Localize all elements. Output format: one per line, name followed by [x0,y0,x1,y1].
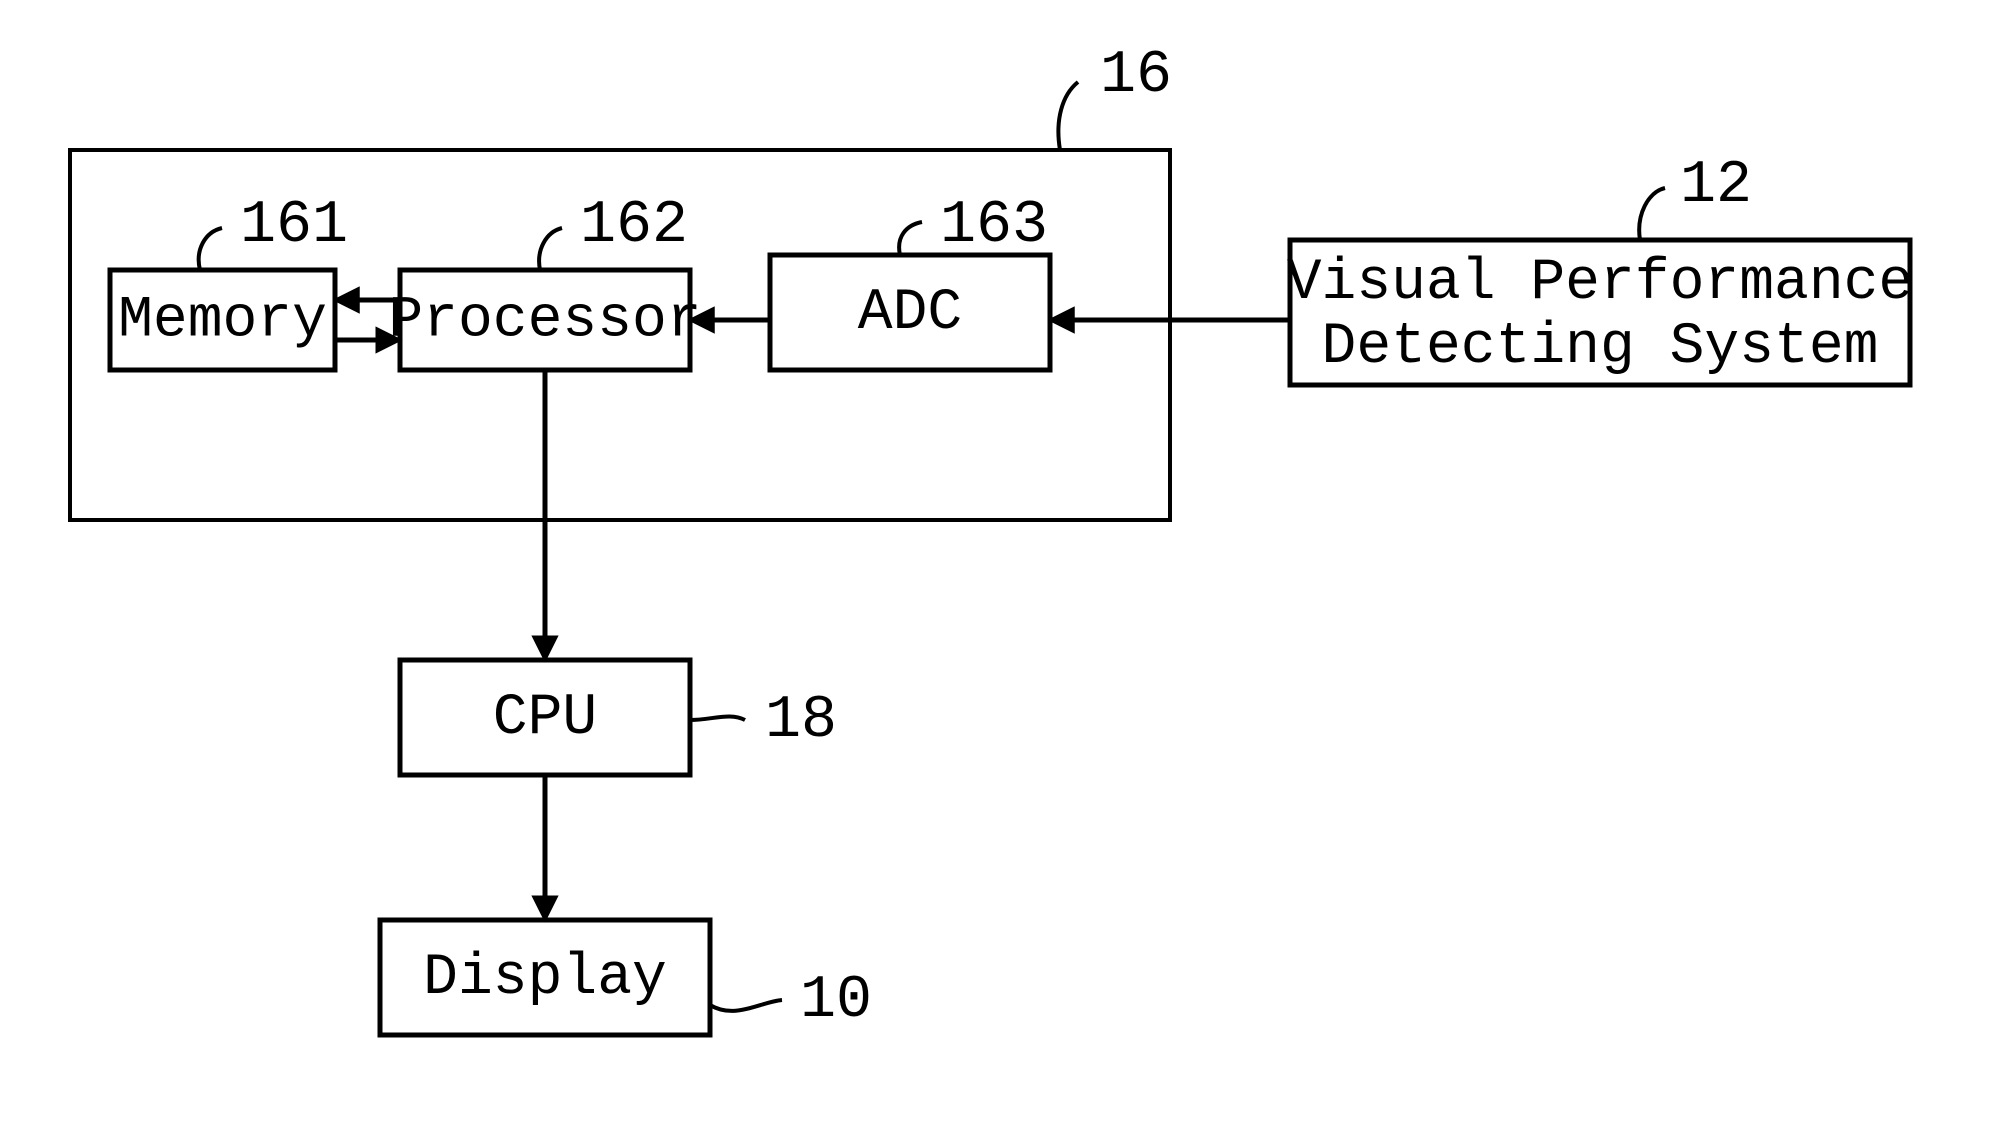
memory-label: Memory [118,288,327,353]
vpds-label-line1: Visual Performance [1287,251,1914,316]
leader-10 [710,1000,782,1011]
ref-16: 16 [1100,42,1172,110]
leader-12 [1639,188,1665,240]
adc-label: ADC [858,281,962,346]
ref-161: 161 [240,192,348,260]
ref-162: 162 [580,192,688,260]
ref-163: 163 [940,192,1048,260]
display-label: Display [423,946,667,1011]
vpds-label-line2: Detecting System [1322,315,1879,380]
ref-12: 12 [1680,152,1752,220]
leader-16 [1058,82,1078,150]
ref-18: 18 [765,687,837,755]
ref-10: 10 [800,967,872,1035]
cpu-label: CPU [493,686,597,751]
processor-label: Processor [388,288,701,353]
leader-18 [690,716,745,720]
